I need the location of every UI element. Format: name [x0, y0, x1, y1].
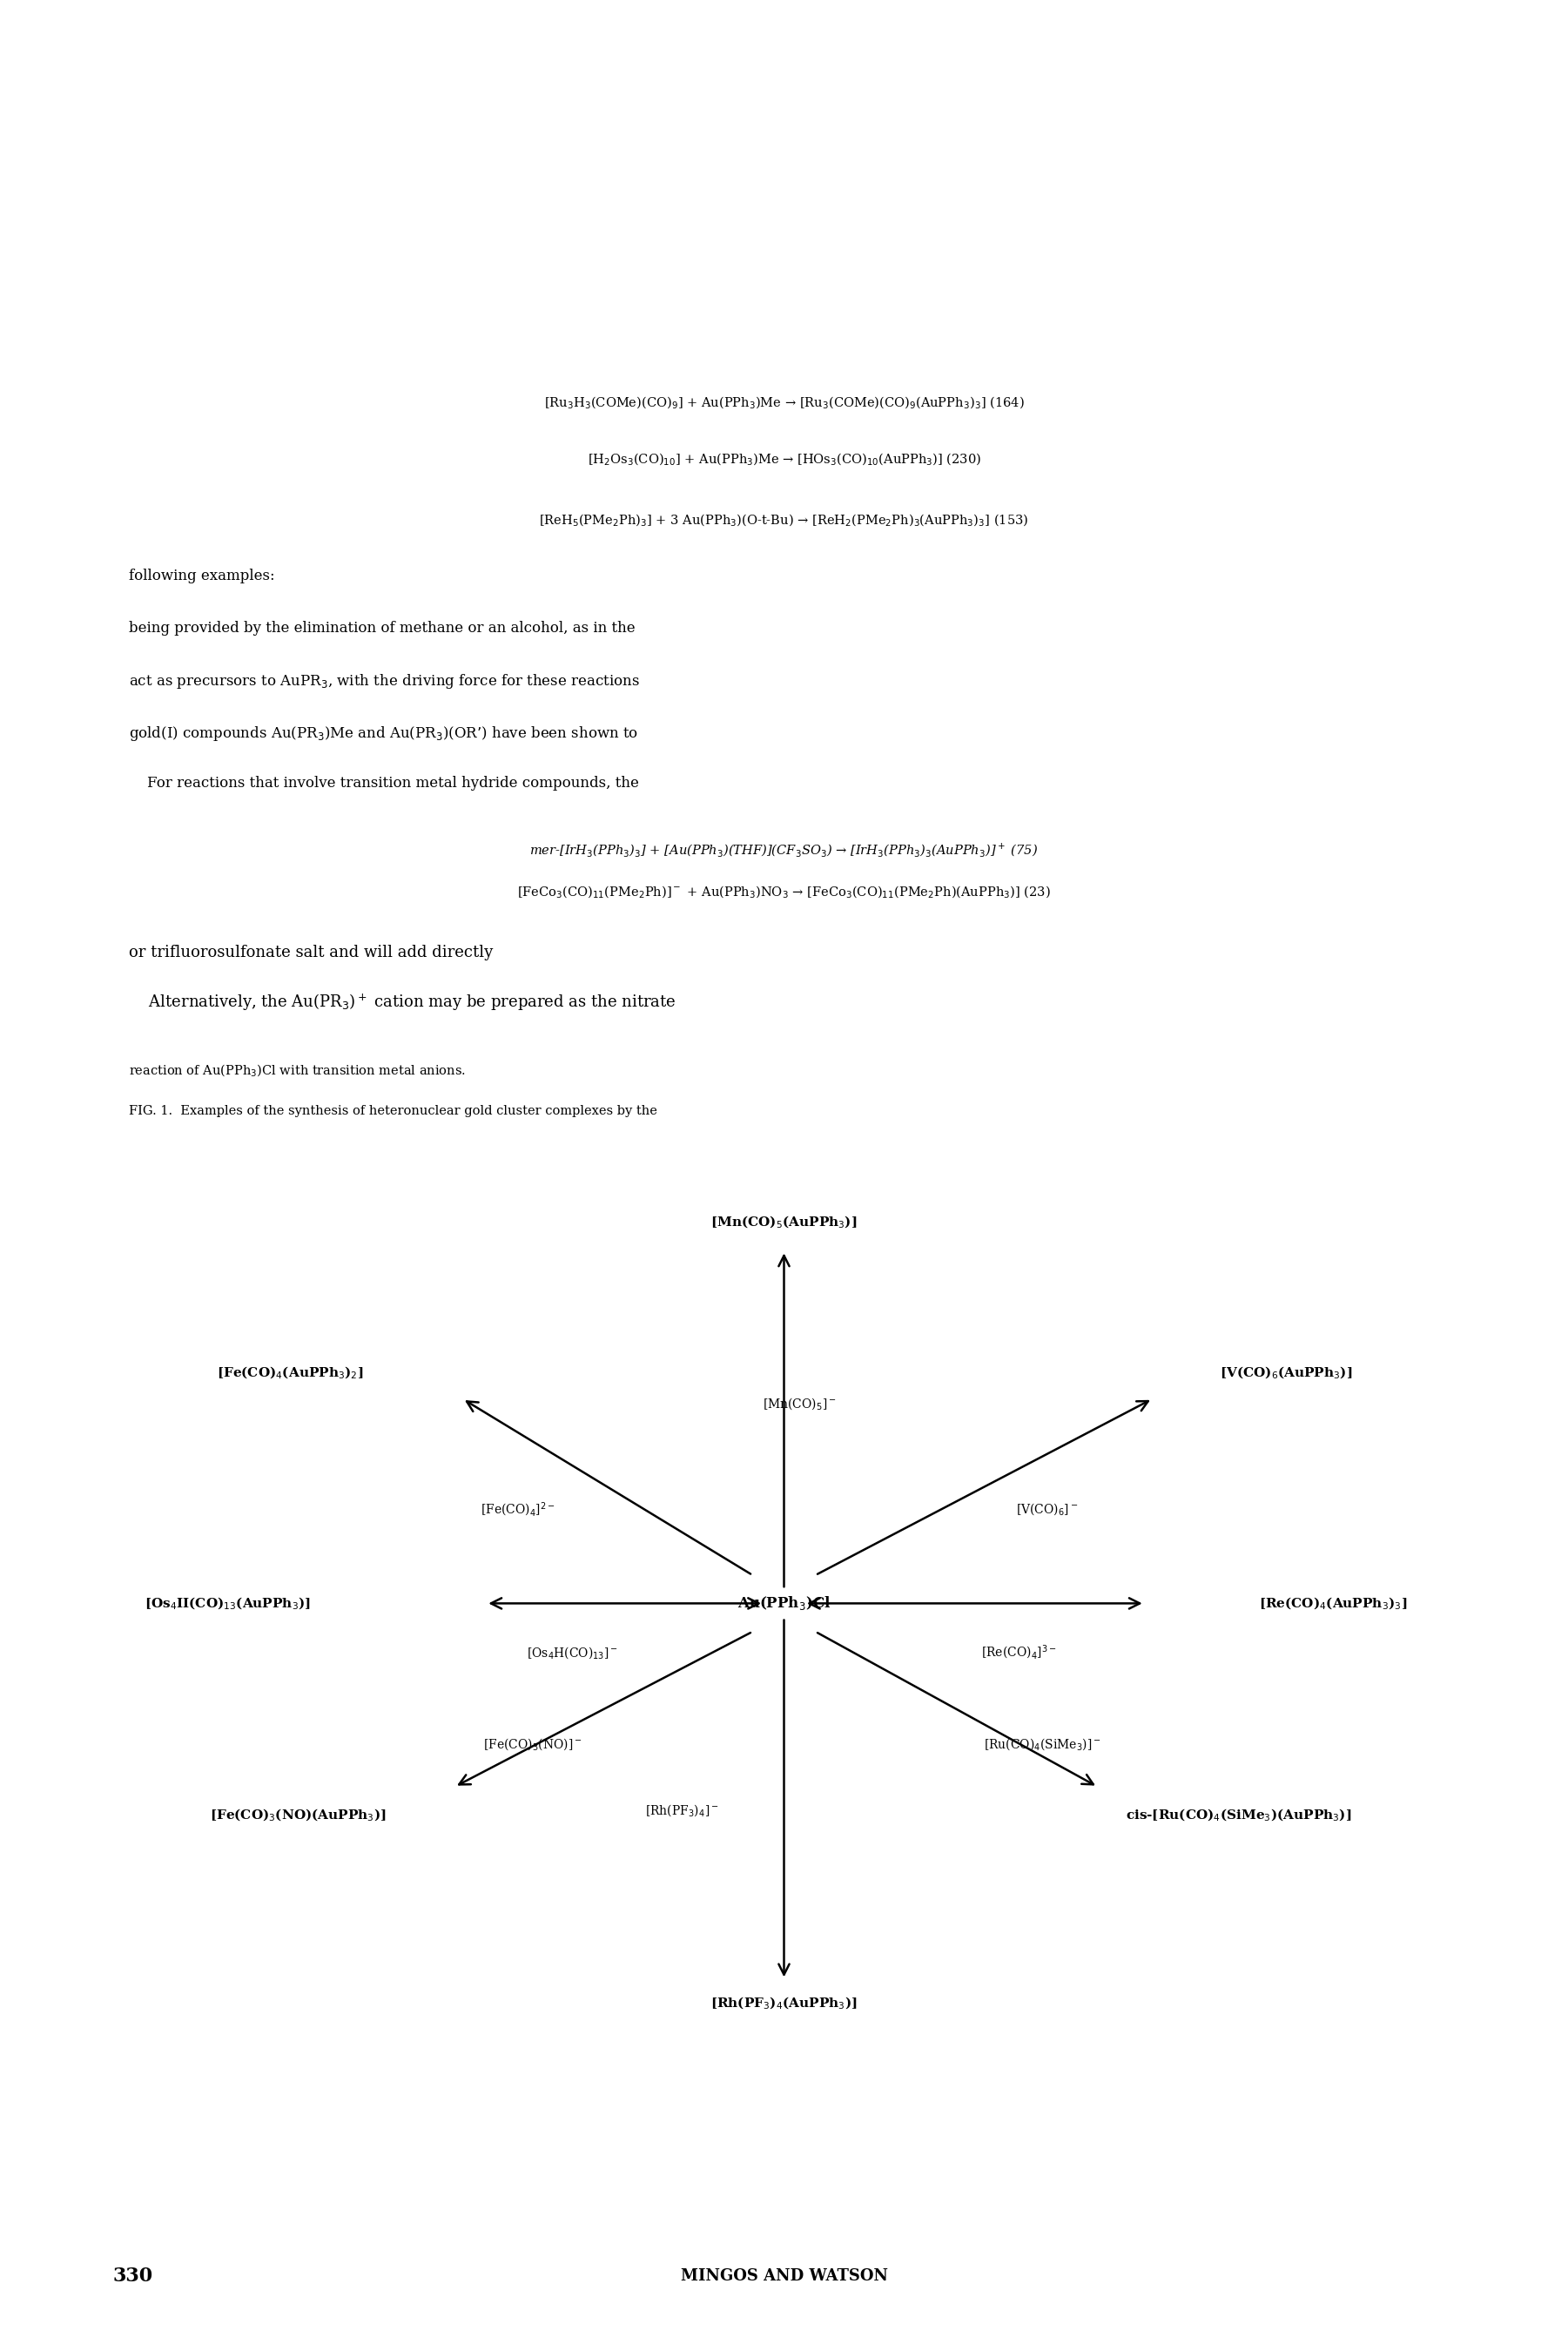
Text: [Rh(PF$_3$)$_4$]$^-$: [Rh(PF$_3$)$_4$]$^-$ [646, 1803, 718, 1817]
Text: act as precursors to AuPR$_3$, with the driving force for these reactions: act as precursors to AuPR$_3$, with the … [129, 672, 640, 691]
Text: [Mn(CO)$_5$]$^-$: [Mn(CO)$_5$]$^-$ [762, 1396, 837, 1411]
Text: [V(CO)$_6$]$^-$: [V(CO)$_6$]$^-$ [1016, 1502, 1079, 1516]
Text: Alternatively, the Au(PR$_3$)$^+$ cation may be prepared as the nitrate: Alternatively, the Au(PR$_3$)$^+$ cation… [129, 992, 676, 1013]
Text: [Rh(PF$_3$)$_4$(AuPPh$_3$)]: [Rh(PF$_3$)$_4$(AuPPh$_3$)] [710, 1996, 858, 2010]
Text: Au(PPh$_3$)Cl: Au(PPh$_3$)Cl [737, 1594, 831, 1613]
Text: [Os$_4$H(CO)$_{13}$]$^-$: [Os$_4$H(CO)$_{13}$]$^-$ [527, 1646, 618, 1660]
Text: [Fe(CO)$_3$(NO)(AuPPh$_3$)]: [Fe(CO)$_3$(NO)(AuPPh$_3$)] [210, 1808, 386, 1822]
Text: [Fe(CO)$_3$(NO)]$^-$: [Fe(CO)$_3$(NO)]$^-$ [483, 1737, 583, 1751]
Text: or trifluorosulfonate salt and will add directly: or trifluorosulfonate salt and will add … [129, 945, 492, 962]
Text: reaction of Au(PPh$_3$)Cl with transition metal anions.: reaction of Au(PPh$_3$)Cl with transitio… [129, 1063, 466, 1079]
Text: [FeCo$_3$(CO)$_{11}$(PMe$_2$Ph)]$^-$ + Au(PPh$_3$)NO$_3$ → [FeCo$_3$(CO)$_{11}$(: [FeCo$_3$(CO)$_{11}$(PMe$_2$Ph)]$^-$ + A… [517, 884, 1051, 900]
Text: MINGOS AND WATSON: MINGOS AND WATSON [681, 2269, 887, 2283]
Text: [Ru$_3$H$_3$(COMe)(CO)$_9$] + Au(PPh$_3$)Me → [Ru$_3$(COMe)(CO)$_9$(AuPPh$_3$)$_: [Ru$_3$H$_3$(COMe)(CO)$_9$] + Au(PPh$_3$… [544, 395, 1024, 411]
Text: being provided by the elimination of methane or an alcohol, as in the: being provided by the elimination of met… [129, 621, 635, 635]
Text: [V(CO)$_6$(AuPPh$_3$)]: [V(CO)$_6$(AuPPh$_3$)] [1220, 1366, 1352, 1380]
Text: [ReH$_5$(PMe$_2$Ph)$_3$] + 3 Au(PPh$_3$)(O-t-Bu) → [ReH$_2$(PMe$_2$Ph)$_3$(AuPPh: [ReH$_5$(PMe$_2$Ph)$_3$] + 3 Au(PPh$_3$)… [539, 513, 1029, 529]
Text: 330: 330 [113, 2266, 154, 2285]
Text: cis-[Ru(CO)$_4$(SiMe$_3$)(AuPPh$_3$)]: cis-[Ru(CO)$_4$(SiMe$_3$)(AuPPh$_3$)] [1126, 1808, 1352, 1822]
Text: [H$_2$Os$_3$(CO)$_{10}$] + Au(PPh$_3$)Me → [HOs$_3$(CO)$_{10}$(AuPPh$_3$)] (230): [H$_2$Os$_3$(CO)$_{10}$] + Au(PPh$_3$)Me… [588, 451, 980, 468]
Text: [Re(CO)$_4$]$^{3-}$: [Re(CO)$_4$]$^{3-}$ [982, 1643, 1057, 1662]
Text: [Os$_4$II(CO)$_{13}$(AuPPh$_3$)]: [Os$_4$II(CO)$_{13}$(AuPPh$_3$)] [144, 1596, 310, 1610]
Text: For reactions that involve transition metal hydride compounds, the: For reactions that involve transition me… [129, 776, 638, 790]
Text: [Fe(CO)$_4$]$^{2-}$: [Fe(CO)$_4$]$^{2-}$ [480, 1500, 555, 1519]
Text: [Mn(CO)$_5$(AuPPh$_3$)]: [Mn(CO)$_5$(AuPPh$_3$)] [710, 1215, 858, 1230]
Text: gold(I) compounds Au(PR$_3$)Me and Au(PR$_3$)(OR’) have been shown to: gold(I) compounds Au(PR$_3$)Me and Au(PR… [129, 724, 638, 743]
Text: mer-[IrH$_3$(PPh$_3$)$_3$] + [Au(PPh$_3$)(THF)](CF$_3$SO$_3$) → [IrH$_3$(PPh$_3$: mer-[IrH$_3$(PPh$_3$)$_3$] + [Au(PPh$_3$… [530, 842, 1038, 858]
Text: [Ru(CO)$_4$(SiMe$_3$)]$^-$: [Ru(CO)$_4$(SiMe$_3$)]$^-$ [985, 1737, 1101, 1751]
Text: [Fe(CO)$_4$(AuPPh$_3$)$_2$]: [Fe(CO)$_4$(AuPPh$_3$)$_2$] [216, 1366, 364, 1380]
Text: [Re(CO)$_4$(AuPPh$_3$)$_3$]: [Re(CO)$_4$(AuPPh$_3$)$_3$] [1259, 1596, 1406, 1610]
Text: FIG. 1.  Examples of the synthesis of heteronuclear gold cluster complexes by th: FIG. 1. Examples of the synthesis of het… [129, 1105, 657, 1117]
Text: following examples:: following examples: [129, 569, 274, 583]
